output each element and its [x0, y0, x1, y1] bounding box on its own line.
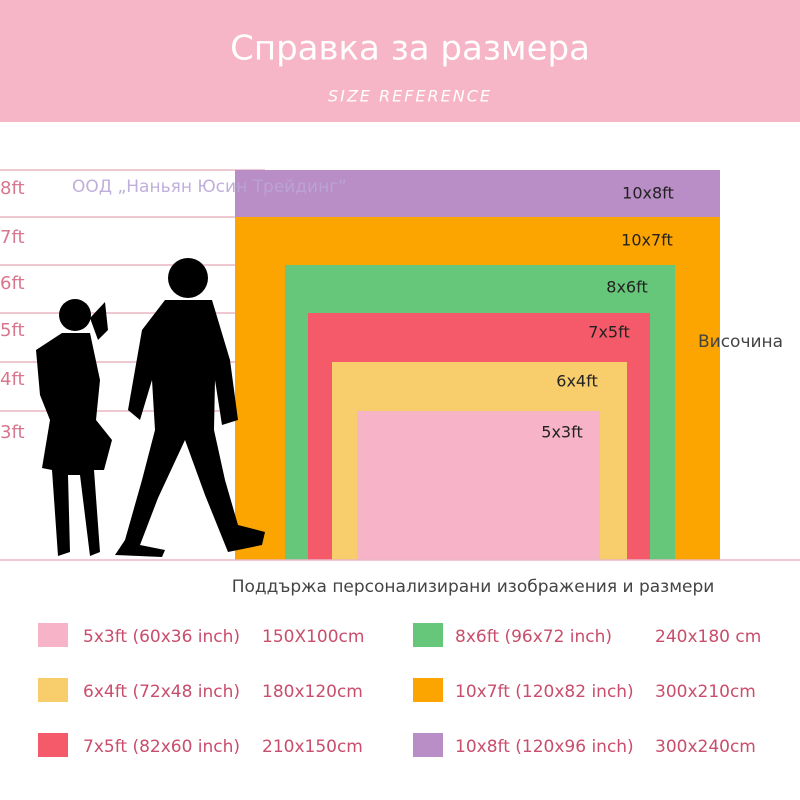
- legend-size: 5x3ft (60x36 inch): [83, 627, 240, 647]
- size-label: 7x5ft: [588, 323, 629, 342]
- legend-size: 10x8ft (120x96 inch): [455, 737, 634, 757]
- height-label: 8ft: [0, 178, 25, 199]
- legend-cm: 180x120cm: [262, 682, 363, 702]
- size-label: 6x4ft: [556, 372, 597, 391]
- legend-swatch: [38, 733, 68, 757]
- size-label: 10x8ft: [622, 184, 674, 203]
- title: Справка за размера: [230, 29, 590, 69]
- figure: 8ft 7ft 6ft 5ft 4ft 3ft 10x8ft 10x7ft 8x6ft 7x5ft…: [0, 169, 800, 757]
- legend-swatch: [413, 623, 443, 647]
- legend-cm: 210x150cm: [262, 737, 363, 757]
- size-rect: [357, 411, 600, 560]
- height-label: 4ft: [0, 369, 25, 390]
- subtitle: SIZE REFERENCE: [328, 87, 492, 106]
- height-label: 3ft: [0, 422, 25, 443]
- size-label: 5x3ft: [541, 423, 582, 442]
- size-label: 10x7ft: [621, 231, 673, 250]
- legend-cm: 300x240cm: [655, 737, 756, 757]
- legend-swatch: [38, 678, 68, 702]
- height-label: 6ft: [0, 273, 25, 294]
- legend-cm: 300x210cm: [655, 682, 756, 702]
- man-body: [115, 300, 265, 557]
- legend-size: 7x5ft (82x60 inch): [83, 737, 240, 757]
- header-band: [0, 0, 800, 122]
- height-label: 7ft: [0, 227, 25, 248]
- legend-swatch: [413, 678, 443, 702]
- height-caption: Височина: [698, 332, 783, 352]
- legend-swatch: [38, 623, 68, 647]
- watermark: ООД „Наньян Юсин Трейдинг“: [72, 177, 347, 197]
- legend-size: 6x4ft (72x48 inch): [83, 682, 240, 702]
- legend-size: 10x7ft (120x82 inch): [455, 682, 634, 702]
- legend-cm: 240x180 cm: [655, 627, 761, 647]
- silhouettes: [36, 258, 265, 557]
- woman-body: [36, 302, 112, 556]
- legend-swatch: [413, 733, 443, 757]
- height-label: 5ft: [0, 320, 25, 341]
- caption: Поддържа персонализирани изображения и р…: [232, 577, 715, 597]
- man-head: [168, 258, 208, 298]
- legend-cm: 150X100cm: [262, 627, 364, 647]
- legend-size: 8x6ft (96x72 inch): [455, 627, 612, 647]
- size-label: 8x6ft: [606, 278, 647, 297]
- woman-head: [59, 299, 91, 331]
